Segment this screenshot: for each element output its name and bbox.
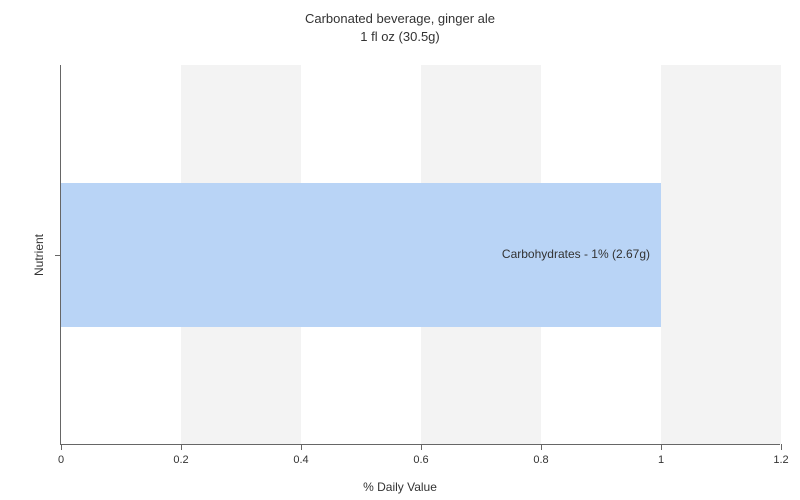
x-tick-label: 0.6 bbox=[413, 454, 428, 466]
nutrient-chart: Carbonated beverage, ginger ale 1 fl oz … bbox=[0, 10, 800, 500]
x-axis-label: % Daily Value bbox=[363, 480, 437, 494]
title-line-2: 1 fl oz (30.5g) bbox=[0, 28, 800, 46]
y-axis-label: Nutrient bbox=[32, 234, 46, 276]
x-tick-label: 0.2 bbox=[173, 454, 188, 466]
plot-area: Carbohydrates - 1% (2.67g)00.20.40.60.81… bbox=[60, 65, 780, 445]
x-tick bbox=[421, 444, 422, 450]
grid-band bbox=[661, 65, 781, 444]
y-tick bbox=[55, 255, 61, 256]
x-tick-label: 0.4 bbox=[293, 454, 308, 466]
bar-label: Carbohydrates - 1% (2.67g) bbox=[502, 247, 650, 261]
x-tick bbox=[541, 444, 542, 450]
x-tick-label: 1 bbox=[658, 454, 664, 466]
x-tick bbox=[301, 444, 302, 450]
x-tick-label: 0.8 bbox=[533, 454, 548, 466]
x-tick bbox=[661, 444, 662, 450]
x-tick-label: 1.2 bbox=[773, 454, 788, 466]
x-tick bbox=[61, 444, 62, 450]
x-tick bbox=[181, 444, 182, 450]
x-tick bbox=[781, 444, 782, 450]
title-line-1: Carbonated beverage, ginger ale bbox=[0, 10, 800, 28]
x-tick-label: 0 bbox=[58, 454, 64, 466]
chart-title: Carbonated beverage, ginger ale 1 fl oz … bbox=[0, 10, 800, 46]
